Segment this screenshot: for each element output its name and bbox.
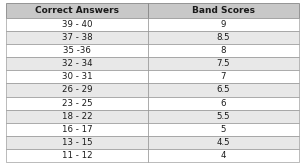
Text: 9: 9 <box>221 20 226 29</box>
Bar <box>148 110 299 123</box>
Bar <box>6 70 148 83</box>
Bar <box>148 136 299 149</box>
Text: 6: 6 <box>221 99 226 108</box>
Text: 7.5: 7.5 <box>217 59 230 68</box>
Text: 16 - 17: 16 - 17 <box>62 125 92 134</box>
Bar <box>148 18 299 31</box>
Bar <box>6 44 148 57</box>
Text: 32 - 34: 32 - 34 <box>62 59 92 68</box>
Bar <box>6 3 148 18</box>
Text: 8.5: 8.5 <box>217 33 230 42</box>
Bar <box>148 70 299 83</box>
Text: 23 - 25: 23 - 25 <box>62 99 92 108</box>
Text: 30 - 31: 30 - 31 <box>62 72 92 82</box>
Text: 8: 8 <box>221 46 226 55</box>
Bar <box>148 149 299 162</box>
Bar <box>148 83 299 97</box>
Bar <box>6 57 148 70</box>
Bar <box>6 31 148 44</box>
Text: 35 -36: 35 -36 <box>63 46 91 55</box>
Text: 5.5: 5.5 <box>217 112 230 121</box>
Bar <box>148 44 299 57</box>
Text: 13 - 15: 13 - 15 <box>62 138 92 147</box>
Bar <box>148 31 299 44</box>
Text: 6.5: 6.5 <box>217 85 230 95</box>
Text: 4: 4 <box>221 151 226 160</box>
Text: 11 - 12: 11 - 12 <box>62 151 92 160</box>
Text: 26 - 29: 26 - 29 <box>62 85 92 95</box>
Text: 39 - 40: 39 - 40 <box>62 20 92 29</box>
Text: 7: 7 <box>221 72 226 82</box>
Text: Correct Answers: Correct Answers <box>35 6 119 15</box>
Bar <box>148 123 299 136</box>
Bar <box>148 57 299 70</box>
Bar <box>6 110 148 123</box>
Bar <box>6 136 148 149</box>
Text: 37 - 38: 37 - 38 <box>62 33 92 42</box>
Bar <box>148 97 299 110</box>
Bar <box>6 97 148 110</box>
Bar <box>148 3 299 18</box>
Text: 5: 5 <box>221 125 226 134</box>
Text: 4.5: 4.5 <box>217 138 230 147</box>
Bar <box>6 123 148 136</box>
Text: Band Scores: Band Scores <box>192 6 255 15</box>
Bar <box>6 83 148 97</box>
Bar <box>6 149 148 162</box>
Text: 18 - 22: 18 - 22 <box>62 112 92 121</box>
Bar <box>6 18 148 31</box>
